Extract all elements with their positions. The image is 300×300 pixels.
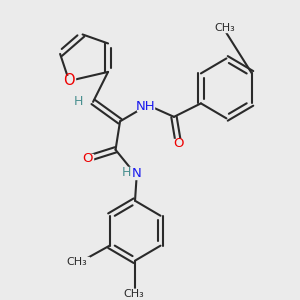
Bar: [131, 169, 142, 178]
Bar: [213, 23, 237, 32]
Bar: [82, 154, 93, 164]
Bar: [64, 76, 75, 86]
Text: H: H: [74, 95, 83, 108]
Bar: [173, 139, 184, 148]
Text: O: O: [173, 137, 184, 150]
Text: CH₃: CH₃: [214, 22, 235, 33]
Bar: [65, 257, 89, 267]
Text: NH: NH: [136, 100, 155, 113]
Bar: [73, 97, 84, 107]
Bar: [137, 102, 154, 111]
Text: CH₃: CH₃: [67, 257, 88, 267]
Text: O: O: [63, 74, 75, 88]
Bar: [121, 167, 132, 177]
Text: H: H: [121, 166, 131, 179]
Text: O: O: [82, 152, 92, 165]
Bar: [122, 289, 146, 298]
Text: N: N: [132, 167, 141, 180]
Text: CH₃: CH₃: [123, 289, 144, 298]
